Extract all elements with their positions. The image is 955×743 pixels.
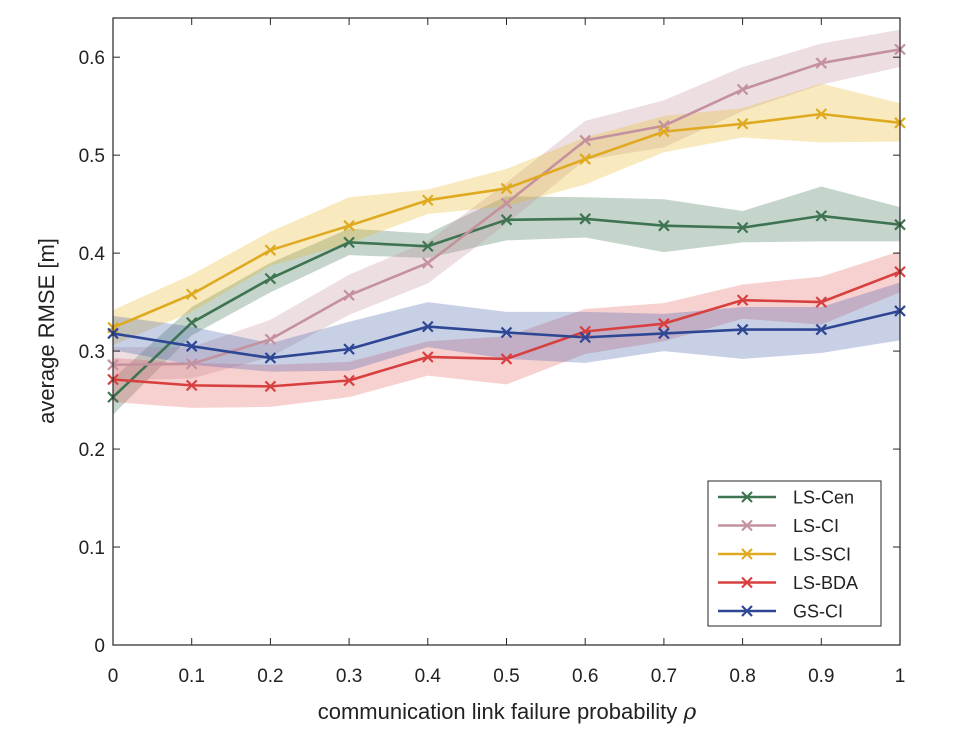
marker-ls-ci <box>579 134 591 147</box>
marker-ls-bda <box>500 353 513 365</box>
marker-ls-ci <box>815 57 828 69</box>
band-ls-bda <box>113 251 900 408</box>
marker-ls-sci <box>579 153 591 165</box>
marker-ls-ci <box>500 197 513 209</box>
x-tick-label: 0.8 <box>729 666 755 687</box>
legend-marker-ls-cen <box>741 491 753 503</box>
marker-ls-sci <box>500 182 513 195</box>
x-tick-label: 0.3 <box>336 666 362 687</box>
marker-ls-ci <box>343 289 355 302</box>
marker-ls-ci <box>264 333 277 346</box>
x-tick-label: 0.9 <box>808 666 834 687</box>
band-ls-ci <box>113 29 900 381</box>
marker-gs-ci <box>815 323 828 336</box>
marker-gs-ci <box>658 327 670 340</box>
axis-ticks <box>112 18 901 646</box>
y-axis-title: average RMSE [m] <box>34 238 59 424</box>
y-tick-label: 0 <box>94 636 105 657</box>
x-tick-label: 1 <box>895 666 906 687</box>
marker-ls-bda <box>815 296 828 308</box>
legend-label-ls-bda: LS-BDA <box>793 573 858 593</box>
x-axis-title: communication link failure probability ρ <box>318 699 697 725</box>
x-tick-label: 0.5 <box>493 666 519 687</box>
marker-gs-ci <box>264 352 277 364</box>
marker-gs-ci <box>343 343 355 355</box>
series-markers <box>107 43 906 403</box>
confidence-bands <box>113 29 900 415</box>
band-ls-sci <box>113 83 900 346</box>
legend-item-gs-ci: GS-CI <box>718 602 843 622</box>
marker-ls-bda <box>736 294 749 306</box>
marker-gs-ci <box>500 326 513 339</box>
legend-marker-ls-sci <box>741 548 753 560</box>
y-tick-label: 0.1 <box>79 538 105 559</box>
legend: LS-Cen LS-CI LS-SCI LS-BDA GS-CI <box>707 480 882 627</box>
marker-ls-sci <box>185 288 198 301</box>
marker-ls-cen <box>579 213 591 225</box>
marker-ls-sci <box>264 244 277 256</box>
legend-box <box>707 480 882 627</box>
legend-item-ls-ci: LS-CI <box>718 516 839 536</box>
marker-gs-ci <box>736 323 749 336</box>
marker-ls-sci <box>343 219 355 232</box>
y-tick-label: 0.5 <box>79 146 105 167</box>
legend-item-ls-bda: LS-BDA <box>718 573 858 593</box>
band-gs-ci <box>113 282 900 372</box>
y-tick-label: 0.2 <box>79 440 105 461</box>
x-tick-label: 0.1 <box>178 666 204 687</box>
legend-label-gs-ci: GS-CI <box>793 602 843 622</box>
legend-label-ls-sci: LS-SCI <box>793 545 851 565</box>
y-tick-label: 0.3 <box>79 342 105 363</box>
x-tick-label: 0.6 <box>572 666 598 687</box>
marker-ls-ci <box>736 83 749 96</box>
marker-ls-cen <box>343 236 355 249</box>
marker-ls-ci <box>422 257 434 269</box>
marker-ls-cen <box>422 240 434 253</box>
x-tick-label: 0.2 <box>257 666 283 687</box>
x-tick-label: 0 <box>108 666 119 687</box>
legend-marker-ls-ci <box>741 519 753 532</box>
marker-gs-ci <box>422 320 434 333</box>
legend-item-ls-cen: LS-Cen <box>718 488 854 508</box>
marker-ls-bda <box>264 380 277 393</box>
marker-ls-sci <box>736 118 749 130</box>
legend-marker-gs-ci <box>741 605 753 617</box>
marker-ls-bda <box>658 317 670 330</box>
marker-ls-cen <box>736 221 749 234</box>
marker-ls-cen <box>185 316 198 329</box>
y-tick-label: 0.6 <box>79 48 105 69</box>
marker-gs-ci <box>579 331 591 344</box>
legend-label-ls-cen: LS-Cen <box>793 488 854 508</box>
x-tick-label: 0.7 <box>651 666 677 687</box>
legend-marker-ls-bda <box>741 576 753 589</box>
marker-ls-cen <box>264 272 277 285</box>
marker-ls-sci <box>658 125 670 138</box>
legend-item-ls-sci: LS-SCI <box>718 545 851 565</box>
marker-ls-cen <box>500 214 513 226</box>
marker-ls-cen <box>658 219 670 232</box>
y-tick-label: 0.4 <box>79 244 106 265</box>
marker-ls-bda <box>185 379 198 392</box>
marker-ls-bda <box>343 374 355 387</box>
marker-ls-bda <box>422 351 434 363</box>
legend-label-ls-ci: LS-CI <box>793 516 839 536</box>
marker-ls-sci <box>815 108 828 120</box>
band-ls-cen <box>113 186 900 415</box>
x-tick-label: 0.4 <box>415 666 442 687</box>
marker-ls-cen <box>815 210 828 222</box>
marker-gs-ci <box>185 340 198 352</box>
x-tick-labels: 0 0.1 0.2 0.3 0.4 0.5 0.6 0.7 0.8 0.9 1 <box>108 666 906 687</box>
y-tick-labels: 0 0.1 0.2 0.3 0.4 0.5 0.6 <box>79 48 106 657</box>
marker-ls-sci <box>422 194 434 206</box>
marker-ls-ci <box>185 358 198 370</box>
